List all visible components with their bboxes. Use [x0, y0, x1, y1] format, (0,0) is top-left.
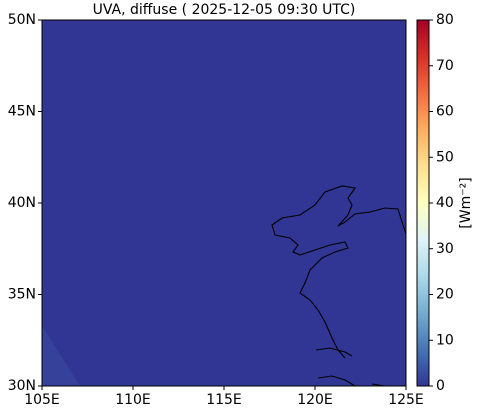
colorbar-label: [Wm⁻²]	[458, 177, 474, 228]
chart-title: UVA, diffuse ( 2025-12-05 09:30 UTC)	[93, 2, 356, 18]
colorbar-tick-label: 80	[436, 12, 454, 28]
colorbar	[416, 19, 430, 387]
field-shade	[42, 326, 80, 386]
coastline	[271, 185, 407, 387]
colorbar-tick-label: 20	[436, 287, 454, 303]
x-tick-label: 115E	[206, 392, 242, 408]
y-tick-label: 50N	[8, 12, 36, 28]
colorbar-tick-label: 60	[436, 104, 454, 120]
y-tick-label: 45N	[8, 104, 36, 120]
x-tick-label: 125E	[388, 392, 424, 408]
colorbar-tick-label: 30	[436, 241, 454, 257]
colorbar-tick-label: 40	[436, 195, 454, 211]
colorbar-tick-label: 10	[436, 332, 454, 348]
colorbar-tick-label: 70	[436, 58, 454, 74]
map-field	[42, 20, 406, 386]
y-tick-label: 35N	[8, 287, 36, 303]
colorbar-tick-label: 0	[436, 378, 445, 394]
x-tick-label: 120E	[297, 392, 333, 408]
x-tick-label: 105E	[24, 392, 60, 408]
y-tick-label: 30N	[8, 378, 36, 394]
x-tick-label: 110E	[115, 392, 151, 408]
colorbar-tick-label: 50	[436, 149, 454, 165]
y-tick-label: 40N	[8, 195, 36, 211]
